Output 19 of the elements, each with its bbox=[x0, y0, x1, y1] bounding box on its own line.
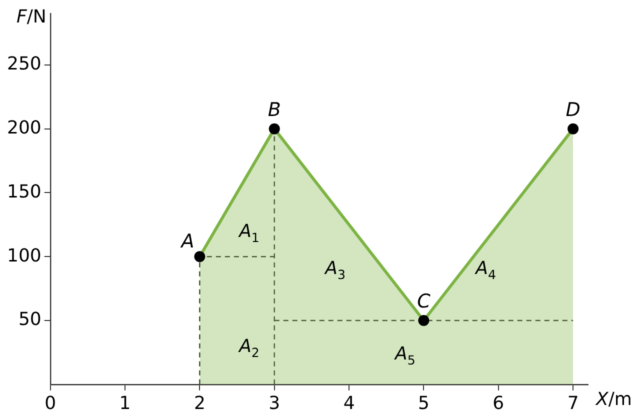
y-tick-label: 150 bbox=[6, 181, 42, 202]
annotation: B bbox=[268, 98, 281, 121]
annotation: D bbox=[566, 98, 580, 121]
y-tick-label: 50 bbox=[18, 309, 42, 330]
x-tick-label: 4 bbox=[343, 392, 355, 414]
x-tick-label: 6 bbox=[492, 392, 504, 414]
y-tick-label: 200 bbox=[6, 117, 42, 138]
x-tick-label: 7 bbox=[567, 392, 579, 414]
y-tick-label: 100 bbox=[6, 245, 42, 266]
x-tick-label: 1 bbox=[119, 392, 131, 414]
x-tick-label: 5 bbox=[418, 392, 430, 414]
y-axis-title: F/N bbox=[16, 6, 46, 28]
x-tick-label: 2 bbox=[194, 392, 206, 414]
y-tick-label: 250 bbox=[6, 54, 42, 75]
x-tick-label: 0 bbox=[44, 392, 56, 414]
annotation: A bbox=[179, 230, 194, 253]
x-axis-title: X/m bbox=[595, 389, 632, 410]
x-tick-label: 3 bbox=[268, 392, 280, 414]
annotation: C bbox=[417, 290, 432, 312]
